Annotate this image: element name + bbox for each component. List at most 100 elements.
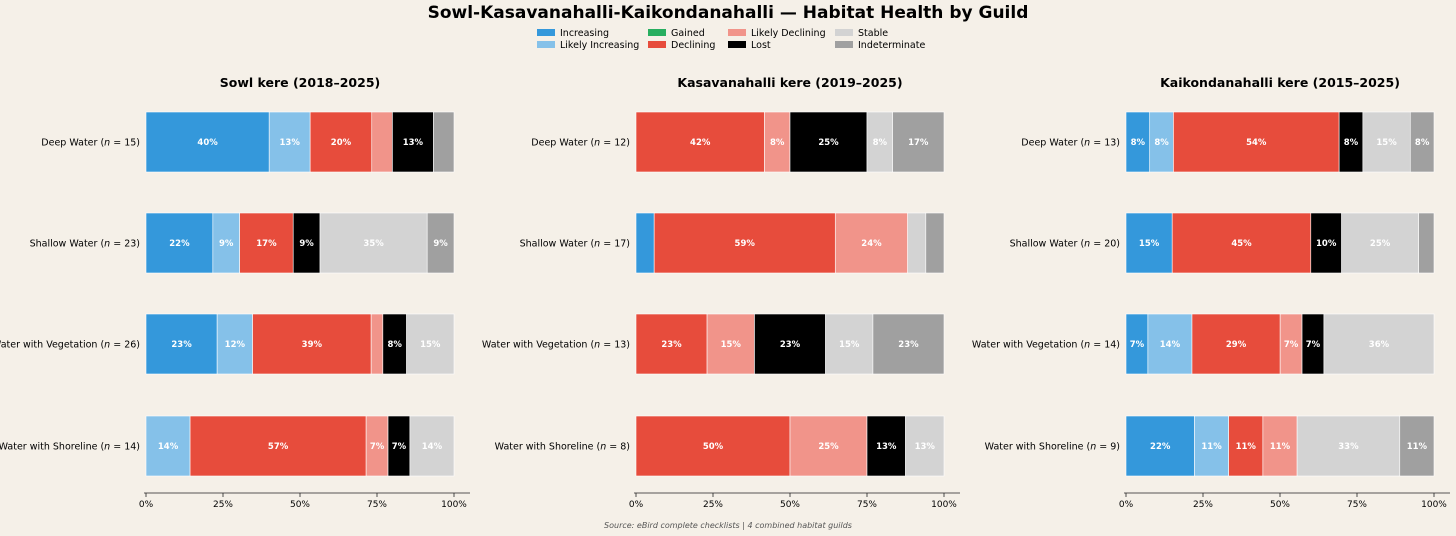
- data-label: 8%: [1154, 138, 1169, 148]
- bar-segment-lost: [292, 212, 321, 274]
- row-label-guild: Water with Vegetation: [0, 340, 97, 351]
- row-label: Deep Water (n = 15): [41, 138, 140, 149]
- bar-segment-increasing: [635, 212, 655, 274]
- bar-segment-declining: [1191, 313, 1281, 375]
- bar-segment-increasing: [145, 212, 214, 274]
- bar-segment-lost: [1310, 212, 1342, 274]
- bar-segment-indeterminate: [872, 313, 945, 375]
- data-label: 8%: [1344, 138, 1359, 148]
- bar-segment-declining: [189, 415, 367, 477]
- bar-segment-likely_declining: [1262, 415, 1298, 477]
- row-label: Water with Vegetation (n = 13): [482, 340, 630, 351]
- bar-segment-declining: [635, 313, 708, 375]
- data-label: 17%: [256, 239, 277, 249]
- data-label: 7%: [1284, 340, 1299, 350]
- row-label-n-value: = 9): [1096, 442, 1120, 453]
- bar-segment-likely_increasing: [216, 313, 253, 375]
- bar-segment-likely_increasing: [145, 415, 191, 477]
- row-label-n: (: [587, 239, 594, 250]
- data-label: 15%: [1376, 138, 1397, 148]
- row-label-n-symbol: n: [594, 340, 600, 351]
- panel-2: Kasavanahalli kere (2019–2025) Deep Water…: [482, 75, 960, 510]
- legend-label-stable: Stable: [858, 28, 888, 39]
- row-label: Water with Vegetation (n = 26): [0, 340, 140, 351]
- row-label: Deep Water (n = 13): [1021, 138, 1120, 149]
- data-label: 35%: [363, 239, 384, 249]
- row-label-guild: Water with Vegetation: [972, 340, 1078, 351]
- x-tick-label: 100%: [931, 500, 957, 510]
- bar-row: Water with Shoreline (n = 8) 50% 25% 13% 13%: [495, 415, 945, 477]
- row-label-n-value: = 20): [1090, 239, 1120, 250]
- panel-title: Kasavanahalli kere (2019–2025): [677, 75, 902, 90]
- bar-row: Water with Vegetation (n = 26) 23% 12% 39% 8…: [0, 313, 455, 375]
- data-label: 23%: [171, 340, 192, 350]
- row-label-n-symbol: n: [1084, 340, 1090, 351]
- row-label: Shallow Water (n = 17): [520, 239, 630, 250]
- data-label: 50%: [703, 442, 724, 452]
- row-label-guild: Water with Vegetation: [482, 340, 588, 351]
- data-label: 22%: [169, 239, 190, 249]
- bar-segment-declining: [239, 212, 294, 274]
- legend-swatch-increasing: [537, 29, 555, 36]
- row-label-guild: Water with Shoreline: [495, 442, 594, 453]
- bar-row: Shallow Water (n = 20) 15% 45% 10% 25%: [1010, 212, 1435, 274]
- x-tick-label: 100%: [441, 500, 467, 510]
- data-label: 8%: [387, 340, 402, 350]
- x-tick-label: 25%: [1193, 500, 1213, 510]
- data-label: 25%: [818, 138, 839, 148]
- data-label: 10%: [1316, 239, 1337, 249]
- row-label-n-value: = 15): [110, 138, 140, 149]
- x-axis: 0% 25% 50% 75% 100%: [139, 492, 470, 510]
- row-label-n: (: [593, 442, 600, 453]
- data-label: 22%: [1150, 442, 1171, 452]
- row-label-n: (: [97, 340, 104, 351]
- x-tick-label: 75%: [1347, 500, 1367, 510]
- row-label-n: (: [1083, 442, 1090, 453]
- data-label: 23%: [661, 340, 682, 350]
- row-label-n: (: [1077, 138, 1084, 149]
- x-tick-label: 50%: [290, 500, 310, 510]
- legend-label-likely_declining: Likely Declining: [751, 28, 826, 39]
- data-label: 7%: [392, 442, 407, 452]
- panels: Sowl kere (2018–2025)Deep Water (n = 15)…: [0, 75, 1450, 510]
- bar-segment-likely_declining: [370, 313, 384, 375]
- bar-segment-lost: [392, 111, 434, 173]
- bar-segment-increasing: [145, 313, 218, 375]
- bar-segment-increasing: [1125, 212, 1173, 274]
- bar-segment-indeterminate: [426, 212, 455, 274]
- legend-label-lost: Lost: [751, 40, 771, 51]
- row-label-n: (: [97, 138, 104, 149]
- data-label: 13%: [915, 442, 936, 452]
- x-tick-label: 75%: [367, 500, 387, 510]
- data-label: 17%: [908, 138, 929, 148]
- row-label-n-value: = 23): [110, 239, 140, 250]
- row-label-n-symbol: n: [600, 442, 606, 453]
- bar-segment-indeterminate: [433, 111, 455, 173]
- row-label-n-value: = 26): [110, 340, 140, 351]
- legend-swatch-likely_declining: [728, 29, 746, 36]
- data-label: 11%: [1236, 442, 1257, 452]
- bar-row: Deep Water (n = 13) 8% 8% 54% 8% 15% 8%: [1021, 111, 1435, 173]
- data-label: 23%: [898, 340, 919, 350]
- row-label-n-symbol: n: [1084, 239, 1090, 250]
- data-label: 11%: [1201, 442, 1222, 452]
- x-tick-label: 25%: [213, 500, 233, 510]
- bar-row: Deep Water (n = 15) 40% 13% 20% 13%: [41, 111, 455, 173]
- x-tick-label: 50%: [780, 500, 800, 510]
- bar-segment-likely_increasing: [1147, 313, 1193, 375]
- row-label-n-value: = 14): [110, 442, 140, 453]
- bar-segment-increasing: [1125, 415, 1195, 477]
- bar-row: Water with Shoreline (n = 14) 14% 57% 7% 7% 1…: [0, 415, 455, 477]
- row-label-n: (: [97, 239, 104, 250]
- row-label-n-symbol: n: [1084, 138, 1090, 149]
- data-label: 9%: [219, 239, 234, 249]
- bar-segment-indeterminate: [1409, 111, 1435, 173]
- data-label: 54%: [1246, 138, 1267, 148]
- data-label: 9%: [433, 239, 448, 249]
- bar-segment-declining: [1228, 415, 1264, 477]
- row-label: Water with Shoreline (n = 14): [0, 442, 140, 453]
- data-label: 36%: [1369, 340, 1390, 350]
- bar-segment-declining: [1173, 111, 1340, 173]
- bar-segment-stable: [406, 313, 455, 375]
- row-label-n-value: = 8): [606, 442, 630, 453]
